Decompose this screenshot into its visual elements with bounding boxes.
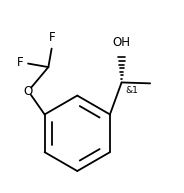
- Text: F: F: [17, 57, 23, 69]
- Text: OH: OH: [113, 36, 131, 49]
- Text: O: O: [24, 85, 33, 98]
- Text: F: F: [49, 30, 56, 44]
- Text: &1: &1: [125, 86, 138, 95]
